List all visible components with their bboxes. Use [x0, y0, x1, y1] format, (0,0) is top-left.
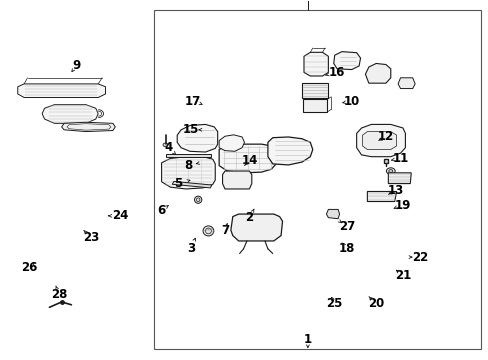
Polygon shape: [219, 135, 244, 151]
Polygon shape: [267, 137, 312, 165]
Text: 24: 24: [112, 210, 128, 222]
Polygon shape: [166, 154, 211, 157]
Polygon shape: [303, 99, 327, 112]
Text: 5: 5: [174, 177, 183, 190]
Text: 18: 18: [338, 242, 354, 255]
Text: 9: 9: [72, 59, 80, 72]
Ellipse shape: [203, 226, 213, 236]
Bar: [154, 10, 480, 348]
Ellipse shape: [163, 143, 167, 147]
Text: 2: 2: [245, 211, 253, 224]
Text: 4: 4: [164, 141, 173, 154]
Polygon shape: [18, 84, 105, 98]
Text: 1: 1: [303, 333, 311, 346]
Text: 26: 26: [21, 261, 37, 274]
Polygon shape: [387, 173, 410, 184]
Text: 22: 22: [411, 251, 427, 264]
Text: 12: 12: [377, 130, 393, 144]
Text: 16: 16: [328, 66, 345, 79]
Polygon shape: [366, 192, 396, 202]
Text: 3: 3: [186, 242, 195, 255]
Polygon shape: [172, 181, 211, 188]
Text: 20: 20: [367, 297, 384, 310]
Text: 25: 25: [326, 297, 342, 310]
Polygon shape: [302, 83, 328, 98]
Ellipse shape: [194, 196, 202, 203]
Polygon shape: [161, 157, 215, 189]
Polygon shape: [230, 214, 282, 241]
Text: 17: 17: [185, 95, 201, 108]
Text: 28: 28: [51, 288, 67, 301]
Polygon shape: [365, 63, 390, 83]
Text: 21: 21: [394, 269, 410, 282]
Text: 23: 23: [82, 231, 99, 244]
Polygon shape: [356, 125, 405, 157]
Polygon shape: [61, 122, 115, 132]
Ellipse shape: [388, 170, 392, 172]
Text: 6: 6: [157, 204, 165, 217]
Polygon shape: [222, 171, 251, 189]
Polygon shape: [397, 78, 414, 89]
Text: 14: 14: [241, 154, 257, 167]
Text: 15: 15: [183, 123, 199, 136]
Ellipse shape: [386, 168, 394, 174]
Polygon shape: [42, 105, 98, 123]
Text: 10: 10: [343, 95, 359, 108]
Text: 8: 8: [184, 159, 192, 172]
Polygon shape: [333, 51, 360, 69]
Text: 7: 7: [221, 224, 228, 237]
Text: 11: 11: [391, 152, 408, 165]
Polygon shape: [177, 125, 217, 152]
Text: 27: 27: [338, 220, 354, 233]
Ellipse shape: [371, 69, 381, 78]
Polygon shape: [304, 52, 328, 76]
Polygon shape: [362, 132, 396, 149]
Polygon shape: [326, 210, 339, 219]
Text: 19: 19: [394, 199, 410, 212]
Text: 13: 13: [387, 184, 403, 197]
Polygon shape: [219, 144, 276, 173]
